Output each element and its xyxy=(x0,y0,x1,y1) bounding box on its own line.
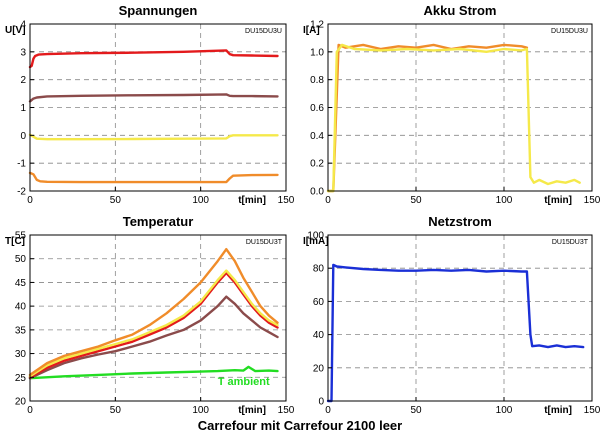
y-tick-label: 1.2 xyxy=(310,20,324,31)
x-tick-label: 150 xyxy=(278,195,295,206)
y-tick-label: 0.4 xyxy=(310,131,324,142)
y-tick-label: 20 xyxy=(313,363,325,374)
annotation-label: T ambient xyxy=(218,376,270,388)
series-line-5 xyxy=(28,247,279,377)
chart-title: Netzstrom xyxy=(428,214,492,229)
x-tick-label: 150 xyxy=(584,405,600,416)
x-tick-label: 100 xyxy=(496,195,513,206)
y-tick-label: 0.2 xyxy=(310,159,324,170)
y-tick-label: 0.0 xyxy=(310,187,324,198)
x-tick-label: 50 xyxy=(410,195,422,206)
y-tick-label: -2 xyxy=(17,187,26,198)
y-tick-label: 0 xyxy=(318,397,324,408)
series-line-4 xyxy=(28,269,279,378)
chart-panel-1: 0 50 100 150 -2 -1 0 1 2 3 4 Spannungen U[V] t[min] DU… xyxy=(5,3,295,206)
y-axis-label: T[C] xyxy=(5,236,25,247)
y-tick-label: 3 xyxy=(20,47,26,58)
y-tick-label: 1 xyxy=(20,103,26,114)
y-tick-label: 0.6 xyxy=(310,103,324,114)
plot-area xyxy=(328,235,592,401)
y-tick-label: 2 xyxy=(20,75,26,86)
y-tick-label: 40 xyxy=(15,302,27,313)
x-tick-label: 150 xyxy=(584,195,600,206)
figure-caption: Carrefour mit Carrefour 2100 leer xyxy=(198,418,402,433)
y-tick-label: 4 xyxy=(20,20,26,31)
x-axis-label: t[min] xyxy=(238,405,266,416)
x-tick-label: 100 xyxy=(192,195,209,206)
y-tick-label: 45 xyxy=(15,278,27,289)
series-line-1 xyxy=(28,49,279,69)
y-tick-label: -1 xyxy=(17,159,26,170)
series-line-3 xyxy=(28,133,279,141)
chart-panel-4: 0 50 100 150 0 20 40 60 80 100 Netzstrom I[mA] t[min… xyxy=(303,214,600,416)
chart-panel-2: 0 50 100 150 0.0 0.2 0.4 0.6 0.8 1.0 1.2 Akku Strom… xyxy=(303,3,600,206)
x-axis-label: t[min] xyxy=(238,195,266,206)
plot-frame xyxy=(327,234,593,402)
file-tag: DU15DU3U xyxy=(245,28,282,35)
y-tick-label: 40 xyxy=(313,330,325,341)
file-tag: DU15DU3T xyxy=(552,239,589,246)
series-line-2 xyxy=(28,295,279,380)
series-line-4 xyxy=(28,171,279,184)
y-tick-label: 55 xyxy=(15,231,27,242)
y-tick-label: 35 xyxy=(15,325,27,336)
x-tick-label: 150 xyxy=(278,405,295,416)
x-tick-label: 0 xyxy=(325,405,331,416)
y-tick-label: 1.0 xyxy=(310,47,324,58)
y-axis-label: I[A] xyxy=(303,25,320,36)
chart-title: Temperatur xyxy=(123,214,194,229)
x-tick-label: 0 xyxy=(27,405,33,416)
series-line-1 xyxy=(28,365,279,380)
x-tick-label: 50 xyxy=(110,405,122,416)
series-line-2 xyxy=(28,93,279,103)
y-tick-label: 50 xyxy=(15,254,27,265)
x-axis-label: t[min] xyxy=(544,195,572,206)
y-tick-label: 20 xyxy=(15,397,27,408)
plot-frame xyxy=(29,234,287,402)
y-tick-label: 100 xyxy=(307,231,324,242)
series-line-2 xyxy=(326,43,581,193)
file-tag: DU15DU3U xyxy=(551,28,588,35)
y-tick-label: 80 xyxy=(313,264,325,275)
y-tick-label: 30 xyxy=(15,349,27,360)
y-axis-label: I[mA] xyxy=(303,236,329,247)
chart-title: Akku Strom xyxy=(424,3,497,18)
chart-panel-3: 0 50 100 150 20 25 30 35 40 45 50 55 Temperatur T[C] t… xyxy=(5,214,295,416)
x-axis-label: t[min] xyxy=(544,405,572,416)
series-line-3 xyxy=(28,271,279,379)
series-line-1 xyxy=(326,263,585,403)
y-axis-label: U[V] xyxy=(5,25,26,36)
chart-title: Spannungen xyxy=(119,3,198,18)
file-tag: DU15DU3T xyxy=(246,239,283,246)
x-tick-label: 100 xyxy=(192,405,209,416)
x-tick-label: 0 xyxy=(325,195,331,206)
x-tick-label: 100 xyxy=(496,405,513,416)
x-tick-label: 50 xyxy=(110,195,122,206)
x-tick-label: 0 xyxy=(27,195,33,206)
y-tick-label: 0 xyxy=(20,131,26,142)
x-tick-label: 50 xyxy=(410,405,422,416)
y-tick-label: 0.8 xyxy=(310,75,324,86)
y-tick-label: 60 xyxy=(313,297,325,308)
y-tick-label: 25 xyxy=(15,373,27,384)
